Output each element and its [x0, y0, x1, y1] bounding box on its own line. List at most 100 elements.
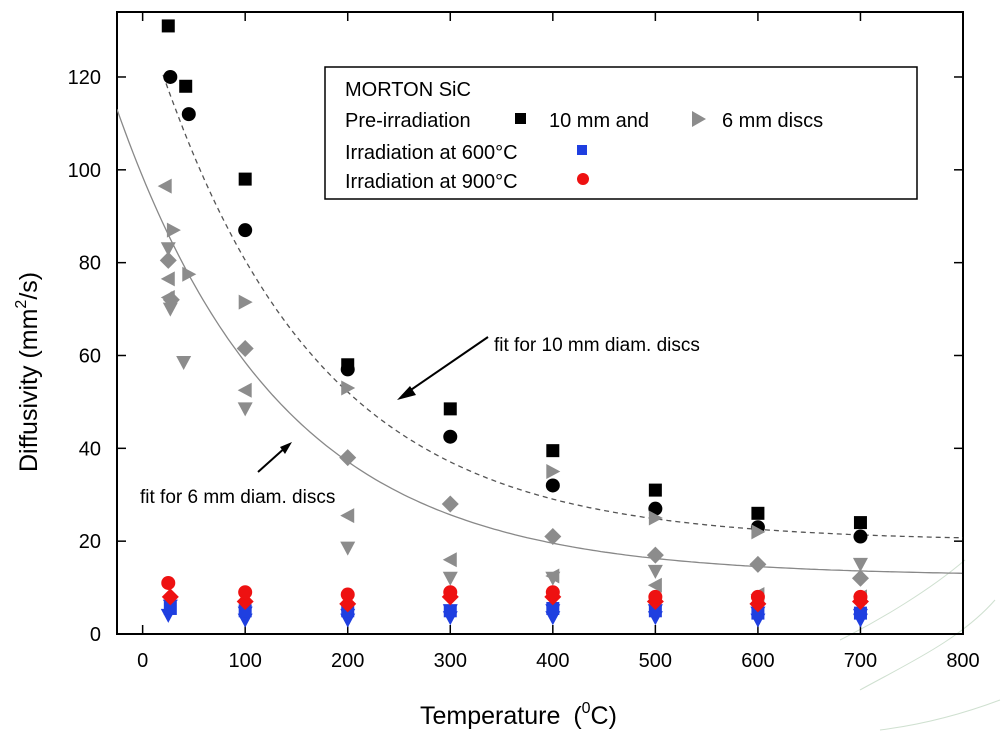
- background-marks: [839, 559, 1001, 731]
- data-point-gray-diamond: [544, 528, 562, 546]
- data-point-gray-diamond: [159, 251, 177, 269]
- data-point-red-circle: [853, 589, 868, 604]
- data-point-black-square: [546, 444, 560, 458]
- data-point-gray-tri-down: [442, 571, 458, 586]
- y-tick-label: 60: [79, 345, 101, 367]
- x-axis-title-sup: 0: [582, 700, 591, 717]
- legend-pre-label: Pre-irradiation: [345, 110, 471, 132]
- fit10-arrow-head: [397, 386, 416, 400]
- data-point-gray-diamond: [646, 546, 664, 564]
- data-point-gray-tri-left: [160, 271, 175, 287]
- data-point-black-square: [443, 402, 457, 416]
- data-point-black-circle: [545, 478, 560, 493]
- annotation-fit6: fit for 6 mm diam. discs: [140, 487, 335, 508]
- legend: MORTON SiC Pre-irradiation 10 mm and 6 m…: [324, 66, 918, 200]
- annotation-fit10: fit for 10 mm diam. discs: [494, 335, 700, 356]
- data-point-black-circle: [181, 107, 196, 122]
- data-point-red-diamond: [161, 588, 179, 606]
- fit-curve-fit10: [162, 74, 963, 539]
- data-point-gray-tri-down: [545, 571, 561, 586]
- data-point-gray-tri-left: [647, 577, 662, 593]
- data-point-black-square: [648, 483, 662, 497]
- data-point-red-circle: [545, 585, 560, 600]
- data-point-black-square: [751, 506, 765, 520]
- plot-frame: [116, 11, 964, 635]
- data-point-gray-tri-right: [546, 464, 561, 480]
- data-point-black-square: [238, 172, 252, 186]
- x-axis-title-main: Temperature: [420, 702, 560, 730]
- x-tick-label: 100: [228, 650, 261, 672]
- y-tick-label: 80: [79, 253, 101, 275]
- data-point-gray-tri-down: [647, 564, 663, 579]
- data-point-gray-diamond: [749, 555, 767, 573]
- data-point-black-square: [853, 516, 867, 530]
- x-tick-label: 800: [946, 650, 979, 672]
- data-point-gray-tri-right: [238, 294, 253, 310]
- data-point-gray-tri-left: [237, 382, 252, 398]
- y-axis-title-main: Diffusivity (mm: [15, 309, 43, 472]
- data-point-gray-diamond: [162, 291, 180, 309]
- data-point-gray-tri-left: [157, 178, 172, 194]
- data-point-gray-tri-down: [162, 302, 178, 317]
- x-axis-title-open: (: [573, 702, 582, 730]
- data-point-blue-square: [163, 601, 177, 615]
- data-point-blue-square: [648, 604, 662, 618]
- x-axis-title: Temperature (0C): [420, 700, 617, 730]
- x-tick-label: 700: [844, 650, 877, 672]
- fit6-arrow-line: [257, 445, 288, 473]
- data-point-gray-tri-down: [340, 541, 356, 556]
- data-point-gray-tri-right: [182, 266, 197, 282]
- data-point-red-circle: [648, 589, 663, 604]
- y-tick-label: 100: [68, 160, 101, 182]
- legend-marker-gray-triangle: [692, 111, 706, 127]
- data-point-gray-tri-right: [341, 380, 356, 396]
- fit6-arrow-head: [280, 442, 292, 454]
- legend-title: MORTON SiC: [345, 79, 471, 101]
- legend-marker-red-circle: [577, 173, 589, 185]
- x-axis-title-tail: C): [591, 702, 617, 730]
- y-tick-label: 20: [79, 531, 101, 553]
- data-point-black-square: [179, 79, 193, 93]
- data-point-red-circle: [750, 589, 765, 604]
- data-point-red-circle: [340, 587, 355, 602]
- data-point-gray-tri-left: [442, 552, 457, 568]
- legend-900-label: Irradiation at 900°C: [345, 171, 518, 193]
- data-point-gray-diamond: [851, 569, 869, 587]
- data-point-red-circle: [443, 585, 458, 600]
- data-point-blue-square: [751, 606, 765, 620]
- fit-curves: [117, 74, 963, 574]
- data-point-blue-square: [443, 604, 457, 618]
- data-point-black-circle: [443, 429, 458, 444]
- data-point-gray-diamond: [236, 340, 254, 358]
- data-point-blue-square: [853, 606, 867, 620]
- data-point-black-circle: [238, 223, 253, 238]
- x-tick-label: 300: [434, 650, 467, 672]
- x-tick-label: 0: [137, 650, 148, 672]
- data-point-gray-diamond: [339, 449, 357, 467]
- data-points: [157, 19, 869, 628]
- y-axis-title-tail: /s): [15, 272, 43, 300]
- data-point-black-square: [161, 19, 175, 33]
- y-axis-title-sup: 2: [13, 300, 30, 309]
- data-point-red-circle: [238, 585, 253, 600]
- data-point-black-circle: [853, 529, 868, 544]
- x-tick-label: 400: [536, 650, 569, 672]
- y-axis-title: Diffusivity (mm2/s): [13, 272, 43, 472]
- data-point-gray-tri-left: [340, 508, 355, 524]
- x-tick-label: 500: [639, 650, 672, 672]
- data-point-black-circle: [340, 362, 355, 377]
- data-point-gray-tri-down: [237, 402, 253, 417]
- data-point-gray-tri-right: [648, 510, 663, 526]
- y-tick-label: 0: [90, 624, 101, 646]
- annotation-arrows: [257, 336, 489, 473]
- legend-600-label: Irradiation at 600°C: [345, 142, 518, 164]
- legend-pre-10mm: 10 mm and: [549, 110, 649, 132]
- data-point-black-circle: [163, 69, 178, 84]
- data-point-gray-tri-right: [166, 222, 181, 238]
- data-point-blue-square: [238, 604, 252, 618]
- data-point-gray-diamond: [441, 495, 459, 513]
- x-tick-label: 200: [331, 650, 364, 672]
- legend-marker-blue-square: [577, 145, 587, 155]
- x-tick-label: 600: [741, 650, 774, 672]
